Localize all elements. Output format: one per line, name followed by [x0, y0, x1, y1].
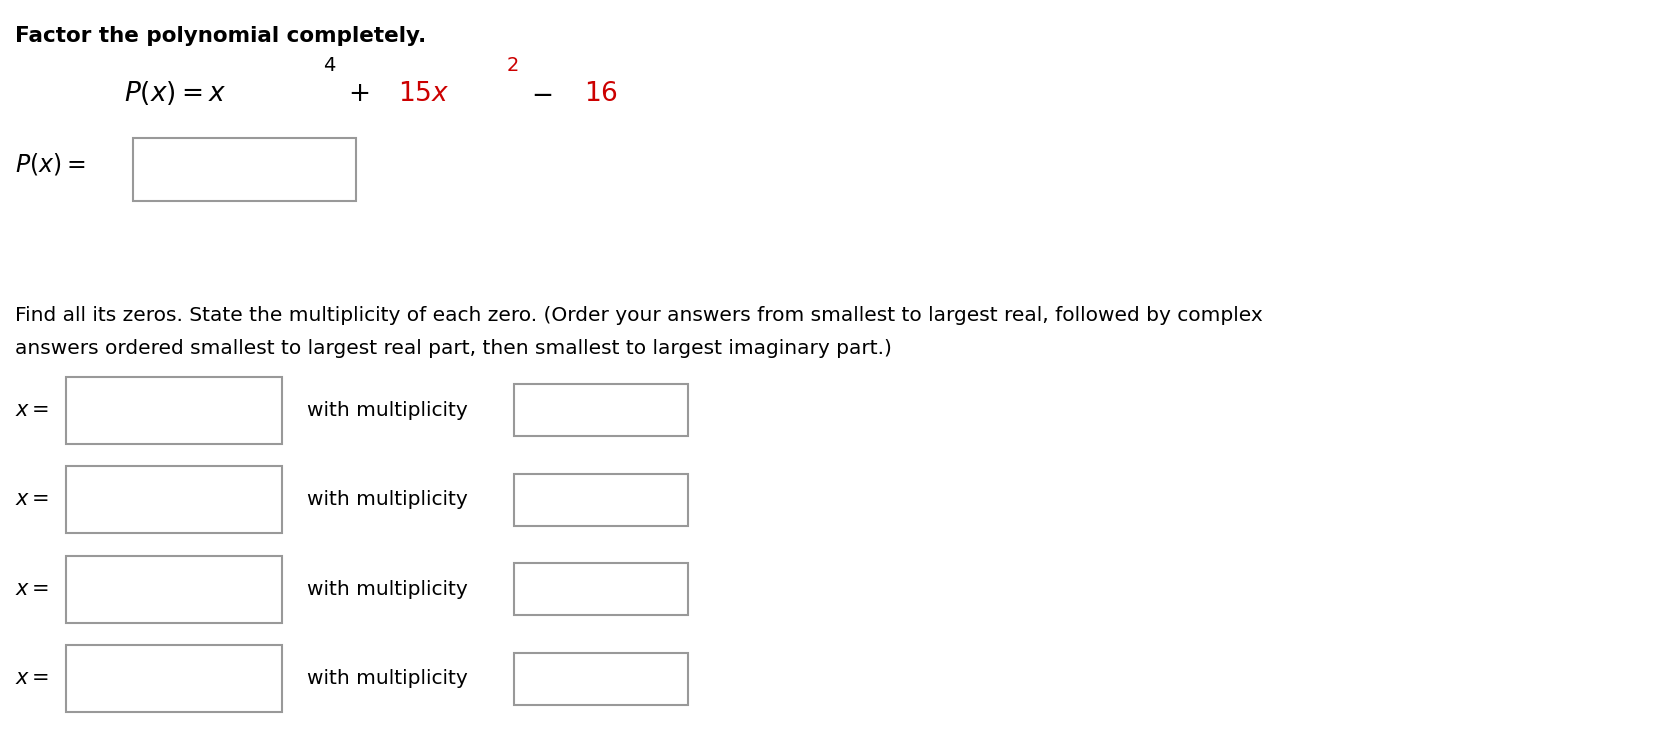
Text: $-$: $-$ [530, 81, 552, 106]
Text: $\mathit{x} =$: $\mathit{x} =$ [15, 490, 50, 510]
Text: with multiplicity: with multiplicity [307, 580, 467, 599]
Text: $\mathit{2}$: $\mathit{2}$ [505, 57, 517, 75]
Bar [514, 653, 688, 705]
Bar [66, 377, 282, 444]
Bar [66, 645, 282, 712]
Text: $\mathit{x} =$: $\mathit{x} =$ [15, 669, 50, 689]
Text: answers ordered smallest to largest real part, then smallest to largest imaginar: answers ordered smallest to largest real… [15, 339, 891, 358]
Bar [514, 563, 688, 615]
Text: $\mathit{x} =$: $\mathit{x} =$ [15, 580, 50, 599]
Text: with multiplicity: with multiplicity [307, 401, 467, 420]
Text: $\mathit{16}$: $\mathit{16}$ [583, 81, 616, 106]
Text: Find all its zeros. State the multiplicity of each zero. (Order your answers fro: Find all its zeros. State the multiplici… [15, 306, 1263, 325]
Text: $\mathit{15x}$: $\mathit{15x}$ [398, 81, 449, 106]
Text: $\mathit{x} =$: $\mathit{x} =$ [15, 401, 50, 420]
Bar [514, 384, 688, 436]
Text: $+$: $+$ [348, 81, 370, 106]
Text: with multiplicity: with multiplicity [307, 669, 467, 689]
Bar [133, 138, 356, 201]
Bar [66, 466, 282, 533]
Text: $\mathit{P}(\mathit{x}) =$: $\mathit{P}(\mathit{x}) =$ [15, 151, 86, 177]
Text: $\mathit{P}(\mathit{x}) = \mathit{x}$: $\mathit{P}(\mathit{x}) = \mathit{x}$ [124, 79, 227, 107]
Text: $\mathit{4}$: $\mathit{4}$ [323, 57, 336, 75]
Text: Factor the polynomial completely.: Factor the polynomial completely. [15, 26, 426, 46]
Bar [514, 474, 688, 526]
Text: with multiplicity: with multiplicity [307, 490, 467, 510]
Bar [66, 556, 282, 623]
